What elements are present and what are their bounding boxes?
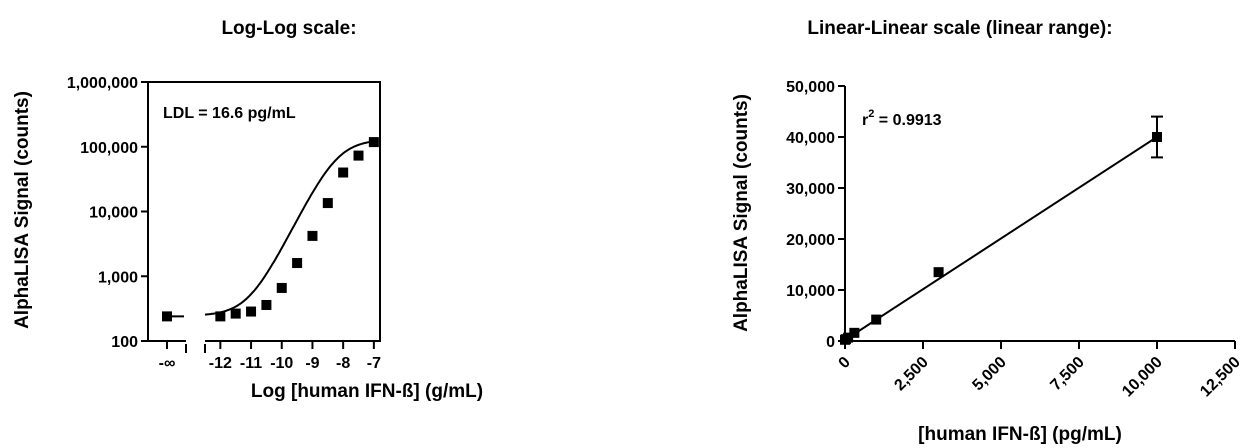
- log-log-x-ticks: -12 -11 -10 -9 -8 -7 -∞: [159, 341, 381, 372]
- linear-x-tick-label: 2,500: [891, 354, 931, 394]
- log-log-x-tick-label: -8: [336, 355, 350, 372]
- log-log-data-point: [276, 282, 287, 293]
- linear-regression-line: [844, 136, 1158, 341]
- linear-linear-data-points: [840, 115, 1163, 345]
- linear-linear-y-axis-label: AlphaLISA Signal (counts): [731, 94, 752, 332]
- log-log-x-tick-label: -10: [270, 355, 293, 372]
- r-squared-annotation: r2 = 0.9913: [862, 108, 942, 129]
- log-log-data-point: [230, 308, 241, 319]
- log-log-x-break-label: -∞: [159, 355, 176, 372]
- log-log-fit-curve: [204, 140, 375, 316]
- linear-linear-chart-title: Linear-Linear scale (linear range):: [807, 18, 1112, 39]
- linear-data-point: [933, 267, 944, 278]
- log-log-data-point: [307, 230, 318, 241]
- linear-linear-y-ticks: 0 10,000 20,000 30,000 40,000 50,000: [786, 79, 845, 351]
- axis-break-gap: [186, 339, 205, 344]
- linear-linear-axes: [844, 86, 1235, 342]
- linear-linear-chart: Linear-Linear scale (linear range): Alph…: [731, 18, 1240, 445]
- log-log-x-tick-label: -12: [209, 355, 232, 372]
- log-log-data-point: [368, 137, 379, 148]
- log-log-data-point: [353, 150, 364, 161]
- ldl-annotation: LDL = 16.6 pg/mL: [163, 105, 296, 122]
- log-log-y-tick-label: 100,000: [80, 140, 138, 157]
- log-log-chart-title: Log-Log scale:: [221, 18, 356, 39]
- linear-linear-x-ticks: 0 2,500 5,000 7,500 10,000 12,500: [836, 341, 1240, 400]
- linear-linear-fit-line: [844, 136, 1158, 341]
- linear-y-tick-label: 20,000: [786, 232, 835, 249]
- linear-data-point: [849, 327, 860, 338]
- log-log-y-axis-label: AlphaLISA Signal (counts): [12, 91, 33, 329]
- log-log-y-tick-label: 10,000: [89, 205, 138, 222]
- log-log-data-point: [292, 258, 303, 269]
- linear-x-tick-label: 12,500: [1197, 354, 1240, 401]
- log-log-x-tick-label: -9: [305, 355, 319, 372]
- linear-data-point: [1152, 132, 1162, 142]
- log-log-x-tick-label: -7: [367, 355, 381, 372]
- linear-data-point: [843, 332, 854, 343]
- linear-data-point: [871, 314, 882, 325]
- linear-x-tick-label: 7,500: [1047, 354, 1087, 394]
- linear-y-tick-label: 0: [826, 334, 835, 351]
- log-log-chart: Log-Log scale: AlphaLISA Signal (counts)…: [12, 18, 483, 402]
- log-log-data-point: [246, 306, 257, 317]
- linear-y-tick-label: 50,000: [786, 79, 835, 96]
- linear-x-tick-label: 10,000: [1119, 354, 1166, 401]
- log-log-y-tick-label: 1,000,000: [67, 75, 138, 92]
- log-log-4pl-curve: [204, 140, 375, 316]
- log-log-data-point: [261, 299, 272, 310]
- linear-y-tick-label: 30,000: [786, 181, 835, 198]
- linear-x-tick-label: 5,000: [969, 354, 1009, 394]
- log-log-x-tick-label: -11: [240, 355, 262, 372]
- log-log-data-point: [322, 198, 333, 209]
- linear-y-tick-label: 40,000: [786, 130, 835, 147]
- log-log-data-point: [215, 311, 226, 322]
- log-log-data-point: [338, 167, 349, 178]
- log-log-plot-frame: [147, 81, 381, 353]
- log-log-data-points: [162, 137, 379, 322]
- linear-linear-x-axis-label: [human IFN-ß] (pg/mL): [918, 424, 1122, 445]
- linear-y-tick-label: 10,000: [786, 283, 835, 300]
- log-log-y-ticks: 100 1,000 10,000 100,000 1,000,000: [67, 75, 148, 351]
- log-log-x-axis-label: Log [human IFN-ß] (g/mL): [251, 381, 483, 402]
- linear-x-tick-label: 0: [836, 354, 854, 372]
- log-log-y-tick-label: 100: [111, 334, 138, 351]
- log-log-y-tick-label: 1,000: [98, 269, 138, 286]
